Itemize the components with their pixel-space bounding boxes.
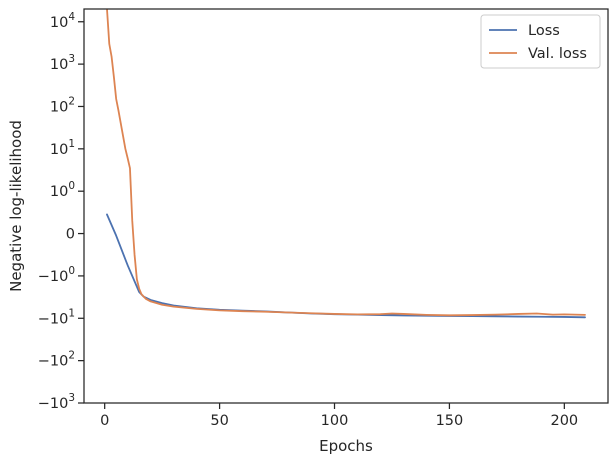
y-tick-label: 0 bbox=[66, 227, 75, 243]
y-tick-label: −101 bbox=[38, 307, 75, 327]
legend-label-loss: Loss bbox=[528, 23, 560, 39]
y-axis: 104 103 102 101 100 0 −100 −101 −102 −103 bbox=[38, 11, 84, 412]
y-tick-label: 102 bbox=[50, 95, 75, 115]
plot-area bbox=[83, 8, 609, 404]
y-tick-label: −100 bbox=[38, 265, 75, 285]
x-axis: 0 50 100 150 200 bbox=[100, 403, 578, 429]
y-tick-label: −102 bbox=[38, 350, 75, 370]
y-tick-label: 101 bbox=[50, 138, 75, 158]
x-tick-label: 50 bbox=[210, 413, 228, 429]
y-tick-label: 103 bbox=[50, 53, 75, 73]
legend-label-val-loss: Val. loss bbox=[528, 46, 587, 62]
axes-frame bbox=[83, 8, 609, 404]
x-axis-label: Epochs bbox=[319, 437, 373, 455]
legend-box bbox=[480, 14, 601, 69]
y-tick-label: −103 bbox=[38, 392, 75, 412]
x-tick-label: 200 bbox=[550, 413, 578, 429]
y-axis-label: Negative log-likelihood bbox=[7, 120, 25, 292]
x-tick-label: 100 bbox=[321, 413, 349, 429]
x-tick-label: 150 bbox=[436, 413, 464, 429]
y-tick-label: 104 bbox=[50, 11, 75, 31]
legend: Loss Val. loss bbox=[480, 14, 601, 69]
series-line-val-loss bbox=[106, 9, 586, 317]
y-tick-label: 100 bbox=[50, 180, 75, 200]
x-tick-label: 0 bbox=[100, 413, 109, 429]
series-layer bbox=[106, 9, 586, 319]
